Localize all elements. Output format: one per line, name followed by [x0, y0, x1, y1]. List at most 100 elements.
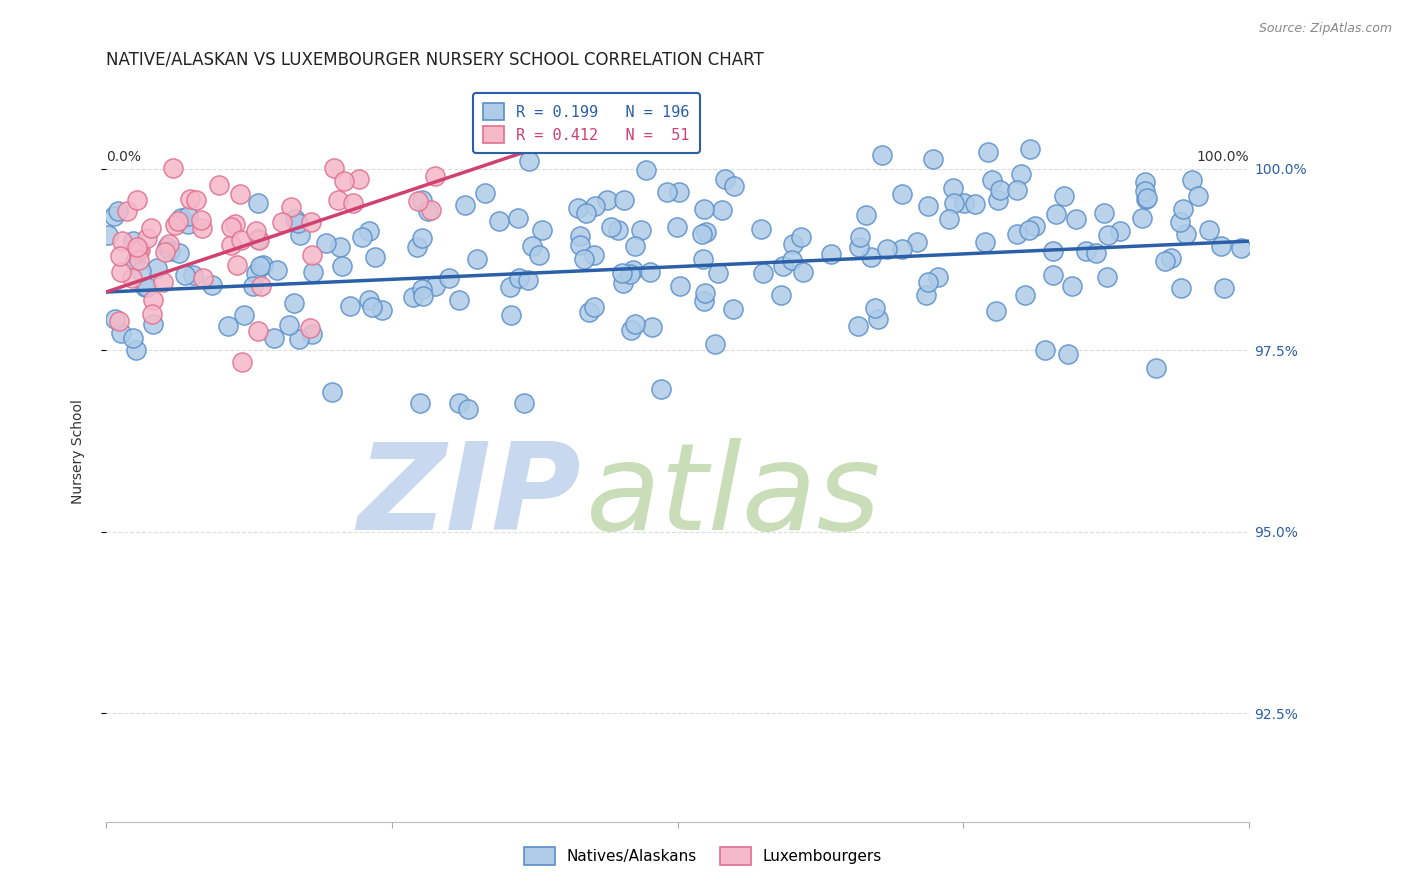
Point: [208, 178, 231, 193]
Point: [156, 240, 179, 254]
Point: [1144, 361, 1167, 376]
Point: [519, 154, 541, 169]
Point: [872, 147, 894, 161]
Point: [134, 280, 156, 294]
Point: [141, 318, 163, 332]
Point: [820, 246, 842, 260]
Point: [513, 396, 536, 410]
Point: [326, 193, 349, 207]
Point: [769, 287, 792, 301]
Point: [420, 202, 443, 217]
Point: [624, 238, 647, 252]
Y-axis label: Nursery School: Nursery School: [72, 400, 86, 504]
Point: [263, 331, 285, 345]
Point: [329, 240, 352, 254]
Point: [287, 216, 309, 230]
Point: [125, 240, 148, 254]
Point: [527, 248, 550, 262]
Point: [668, 185, 690, 199]
Point: [599, 220, 621, 235]
Point: [1130, 211, 1153, 225]
Point: [987, 193, 1010, 207]
Point: [703, 336, 725, 351]
Point: [848, 230, 870, 244]
Text: atlas: atlas: [586, 438, 882, 555]
Point: [245, 267, 267, 281]
Point: [219, 238, 242, 252]
Point: [583, 248, 606, 262]
Point: [695, 286, 717, 301]
Point: [352, 230, 374, 244]
Point: [110, 326, 132, 340]
Point: [714, 172, 737, 186]
Point: [157, 237, 180, 252]
Point: [977, 145, 1000, 159]
Point: [634, 163, 657, 178]
Point: [1135, 184, 1157, 198]
Point: [97, 227, 120, 242]
Point: [111, 234, 134, 248]
Point: [612, 276, 634, 290]
Point: [190, 221, 212, 235]
Point: [107, 204, 129, 219]
Point: [1209, 239, 1232, 253]
Point: [170, 211, 193, 226]
Point: [530, 223, 553, 237]
Point: [283, 296, 305, 310]
Point: [457, 401, 479, 416]
Point: [668, 279, 690, 293]
Point: [103, 209, 125, 223]
Point: [721, 301, 744, 316]
Point: [988, 183, 1011, 197]
Point: [575, 206, 598, 220]
Point: [953, 196, 976, 211]
Point: [301, 327, 323, 342]
Point: [1135, 175, 1157, 189]
Point: [411, 231, 433, 245]
Point: [1024, 219, 1046, 234]
Point: [465, 252, 488, 267]
Point: [1010, 167, 1032, 181]
Point: [165, 219, 187, 233]
Point: [184, 193, 207, 207]
Point: [610, 266, 633, 280]
Point: [1057, 347, 1080, 361]
Point: [582, 300, 605, 314]
Point: [938, 211, 960, 226]
Point: [578, 304, 600, 318]
Point: [905, 235, 928, 249]
Point: [166, 214, 188, 228]
Point: [1005, 183, 1028, 197]
Point: [1018, 142, 1040, 156]
Point: [1018, 223, 1040, 237]
Point: [915, 288, 938, 302]
Point: [127, 243, 149, 257]
Point: [181, 268, 204, 282]
Point: [621, 262, 644, 277]
Point: [1213, 281, 1236, 295]
Point: [1168, 214, 1191, 228]
Text: NATIVE/ALASKAN VS LUXEMBOURGER NURSERY SCHOOL CORRELATION CHART: NATIVE/ALASKAN VS LUXEMBOURGER NURSERY S…: [105, 51, 763, 69]
Point: [342, 196, 364, 211]
Point: [596, 194, 619, 208]
Point: [333, 174, 356, 188]
Point: [749, 222, 772, 236]
Point: [146, 260, 169, 275]
Point: [271, 215, 294, 229]
Point: [1042, 268, 1064, 282]
Point: [447, 293, 470, 307]
Point: [141, 307, 163, 321]
Point: [1014, 287, 1036, 301]
Point: [200, 277, 222, 292]
Point: [1181, 173, 1204, 187]
Point: [1136, 191, 1159, 205]
Point: [1042, 244, 1064, 258]
Point: [780, 253, 803, 268]
Point: [139, 221, 162, 235]
Point: [302, 265, 325, 279]
Point: [922, 152, 945, 166]
Point: [190, 213, 212, 227]
Point: [1045, 207, 1067, 221]
Point: [104, 312, 127, 326]
Point: [474, 186, 496, 200]
